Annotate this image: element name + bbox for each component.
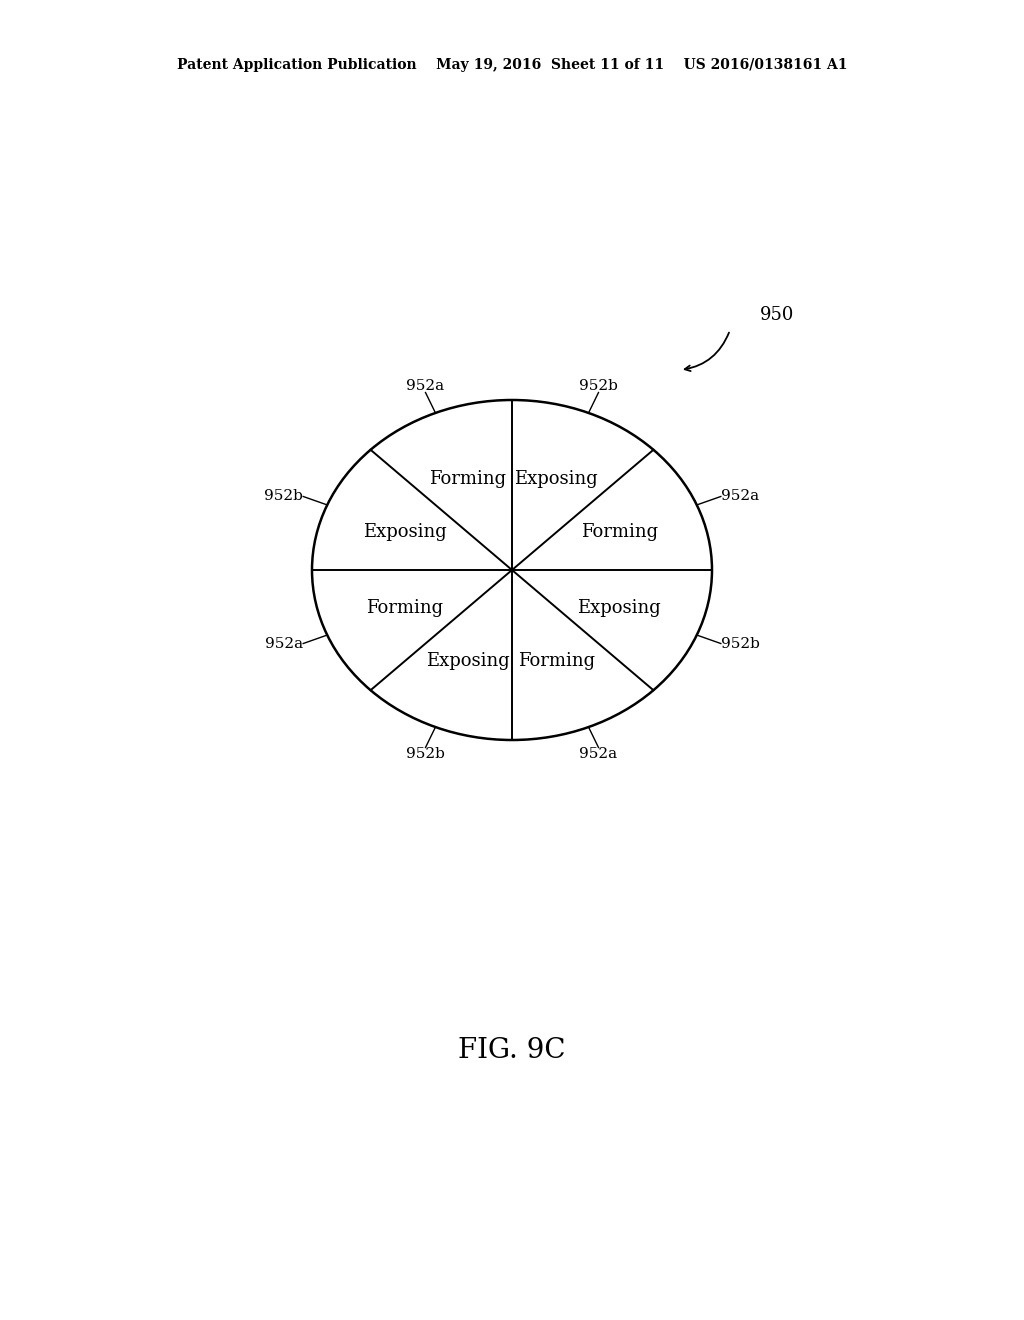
- Text: Exposing: Exposing: [362, 523, 446, 541]
- Text: 952a: 952a: [265, 636, 303, 651]
- Text: Forming: Forming: [518, 652, 595, 671]
- Text: Exposing: Exposing: [514, 470, 598, 488]
- Text: 952b: 952b: [407, 747, 445, 762]
- Text: Exposing: Exposing: [426, 652, 510, 671]
- Text: Patent Application Publication    May 19, 2016  Sheet 11 of 11    US 2016/013816: Patent Application Publication May 19, 2…: [177, 58, 847, 73]
- Text: Exposing: Exposing: [578, 599, 662, 616]
- Text: 952a: 952a: [580, 747, 617, 762]
- Text: Forming: Forming: [429, 470, 506, 488]
- Text: 950: 950: [760, 306, 795, 323]
- Text: Forming: Forming: [367, 599, 443, 616]
- Text: FIG. 9C: FIG. 9C: [459, 1036, 565, 1064]
- Text: 952a: 952a: [407, 379, 444, 392]
- Text: 952b: 952b: [579, 379, 617, 392]
- Text: 952b: 952b: [721, 636, 760, 651]
- Text: 952b: 952b: [264, 490, 303, 503]
- Text: 952a: 952a: [721, 490, 759, 503]
- Text: Forming: Forming: [581, 523, 657, 541]
